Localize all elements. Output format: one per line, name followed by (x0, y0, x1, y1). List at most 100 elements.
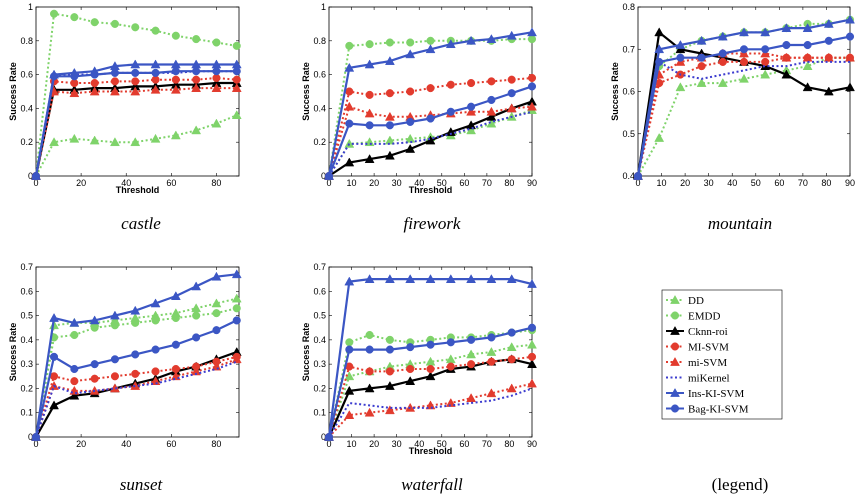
data-point (467, 102, 476, 111)
data-point (781, 69, 792, 79)
series-line (35, 307, 237, 438)
data-point (782, 40, 791, 50)
data-point (70, 364, 79, 374)
data-point (130, 59, 141, 69)
data-point (466, 106, 477, 116)
data-point (211, 271, 222, 281)
data-point (385, 38, 394, 47)
y-tick-label: 0 (28, 171, 33, 181)
data-point (405, 143, 416, 153)
series-bag-ki-svm (633, 32, 855, 181)
data-point (191, 125, 202, 135)
data-point (486, 388, 497, 398)
data-point (507, 75, 516, 84)
data-point (486, 111, 497, 121)
data-point (426, 84, 435, 93)
legend-entry-mi-svm: mi-SVM (666, 356, 727, 369)
x-tick-label: 40 (727, 178, 737, 188)
x-tick-label: 20 (369, 439, 379, 449)
data-point (823, 18, 834, 28)
data-point (192, 67, 201, 76)
data-point (232, 41, 241, 50)
data-point (344, 157, 355, 167)
data-point (761, 57, 770, 66)
chart-caption: firework (404, 214, 461, 233)
data-point (467, 79, 476, 88)
x-axis-label: Threshold (409, 185, 453, 195)
data-point (231, 83, 242, 92)
data-point (90, 374, 99, 383)
data-point (466, 35, 477, 45)
series-mi-svm (324, 352, 537, 442)
data-point (151, 345, 160, 354)
data-point (344, 62, 355, 72)
data-point (446, 338, 455, 347)
y-tick-label: 0.6 (622, 87, 635, 97)
y-tick-label: 0.1 (20, 408, 33, 418)
data-point (425, 274, 436, 283)
data-point (231, 110, 242, 120)
legend-marker (670, 387, 680, 397)
x-tick-label: 30 (704, 178, 714, 188)
series-mikernel (35, 360, 238, 438)
chart-caption: mountain (708, 214, 772, 233)
data-point (110, 355, 119, 364)
data-point (70, 330, 79, 340)
data-point (131, 369, 140, 378)
data-point (130, 305, 141, 315)
data-point (171, 75, 180, 84)
data-point (802, 61, 813, 70)
series-emdd (31, 304, 241, 442)
data-point (802, 82, 813, 92)
data-point (131, 68, 140, 77)
x-tick-label: 50 (437, 178, 447, 188)
data-point (696, 78, 707, 87)
series-bag-ki-svm (31, 316, 241, 442)
data-point (405, 376, 416, 385)
x-tick-label: 60 (166, 178, 176, 188)
data-point (364, 407, 375, 417)
legend-label: Bag-KI-SVM (688, 404, 749, 416)
data-point (527, 101, 537, 111)
data-point (506, 103, 517, 113)
data-point (761, 45, 770, 54)
data-point (384, 405, 395, 415)
legend-label: miKernel (688, 373, 730, 385)
data-point (131, 77, 140, 86)
data-point (191, 281, 202, 291)
data-point (192, 311, 201, 320)
x-tick-label: 80 (211, 439, 221, 449)
data-point (425, 371, 436, 381)
legend-label: MI-SVM (688, 342, 729, 354)
data-point (150, 376, 161, 385)
data-point (425, 44, 436, 54)
data-point (364, 137, 375, 147)
data-point (151, 316, 160, 325)
legend: DD EMDD Cknn-roi MI-SVM mi-SVM miKernel Ins-KI… (661, 289, 783, 494)
data-point (406, 117, 415, 126)
data-point (466, 274, 477, 283)
data-point (717, 78, 728, 87)
chart-firework: 00.20.40.60.810 10 20 30 40 50 60 70 80 90Thresho… (301, 2, 537, 233)
x-tick-label: 20 (369, 178, 379, 188)
data-point (212, 73, 221, 83)
data-point (90, 323, 99, 332)
data-point (718, 57, 727, 66)
y-tick-label: 0 (321, 171, 326, 181)
data-point (344, 101, 355, 111)
data-point (384, 150, 395, 160)
data-point (802, 23, 813, 32)
data-point (232, 67, 241, 76)
data-point (527, 323, 537, 332)
y-tick-label: 0.4 (313, 335, 326, 345)
legend-label: Ins-KI-SVM (688, 388, 744, 400)
x-tick-label: 40 (414, 178, 424, 188)
data-point (384, 380, 395, 390)
x-tick-label: 60 (774, 178, 784, 188)
data-point (760, 27, 771, 37)
data-point (110, 321, 119, 330)
data-point (426, 36, 435, 45)
series-mi-svm (324, 378, 537, 441)
data-point (823, 52, 834, 62)
data-point (384, 111, 395, 121)
